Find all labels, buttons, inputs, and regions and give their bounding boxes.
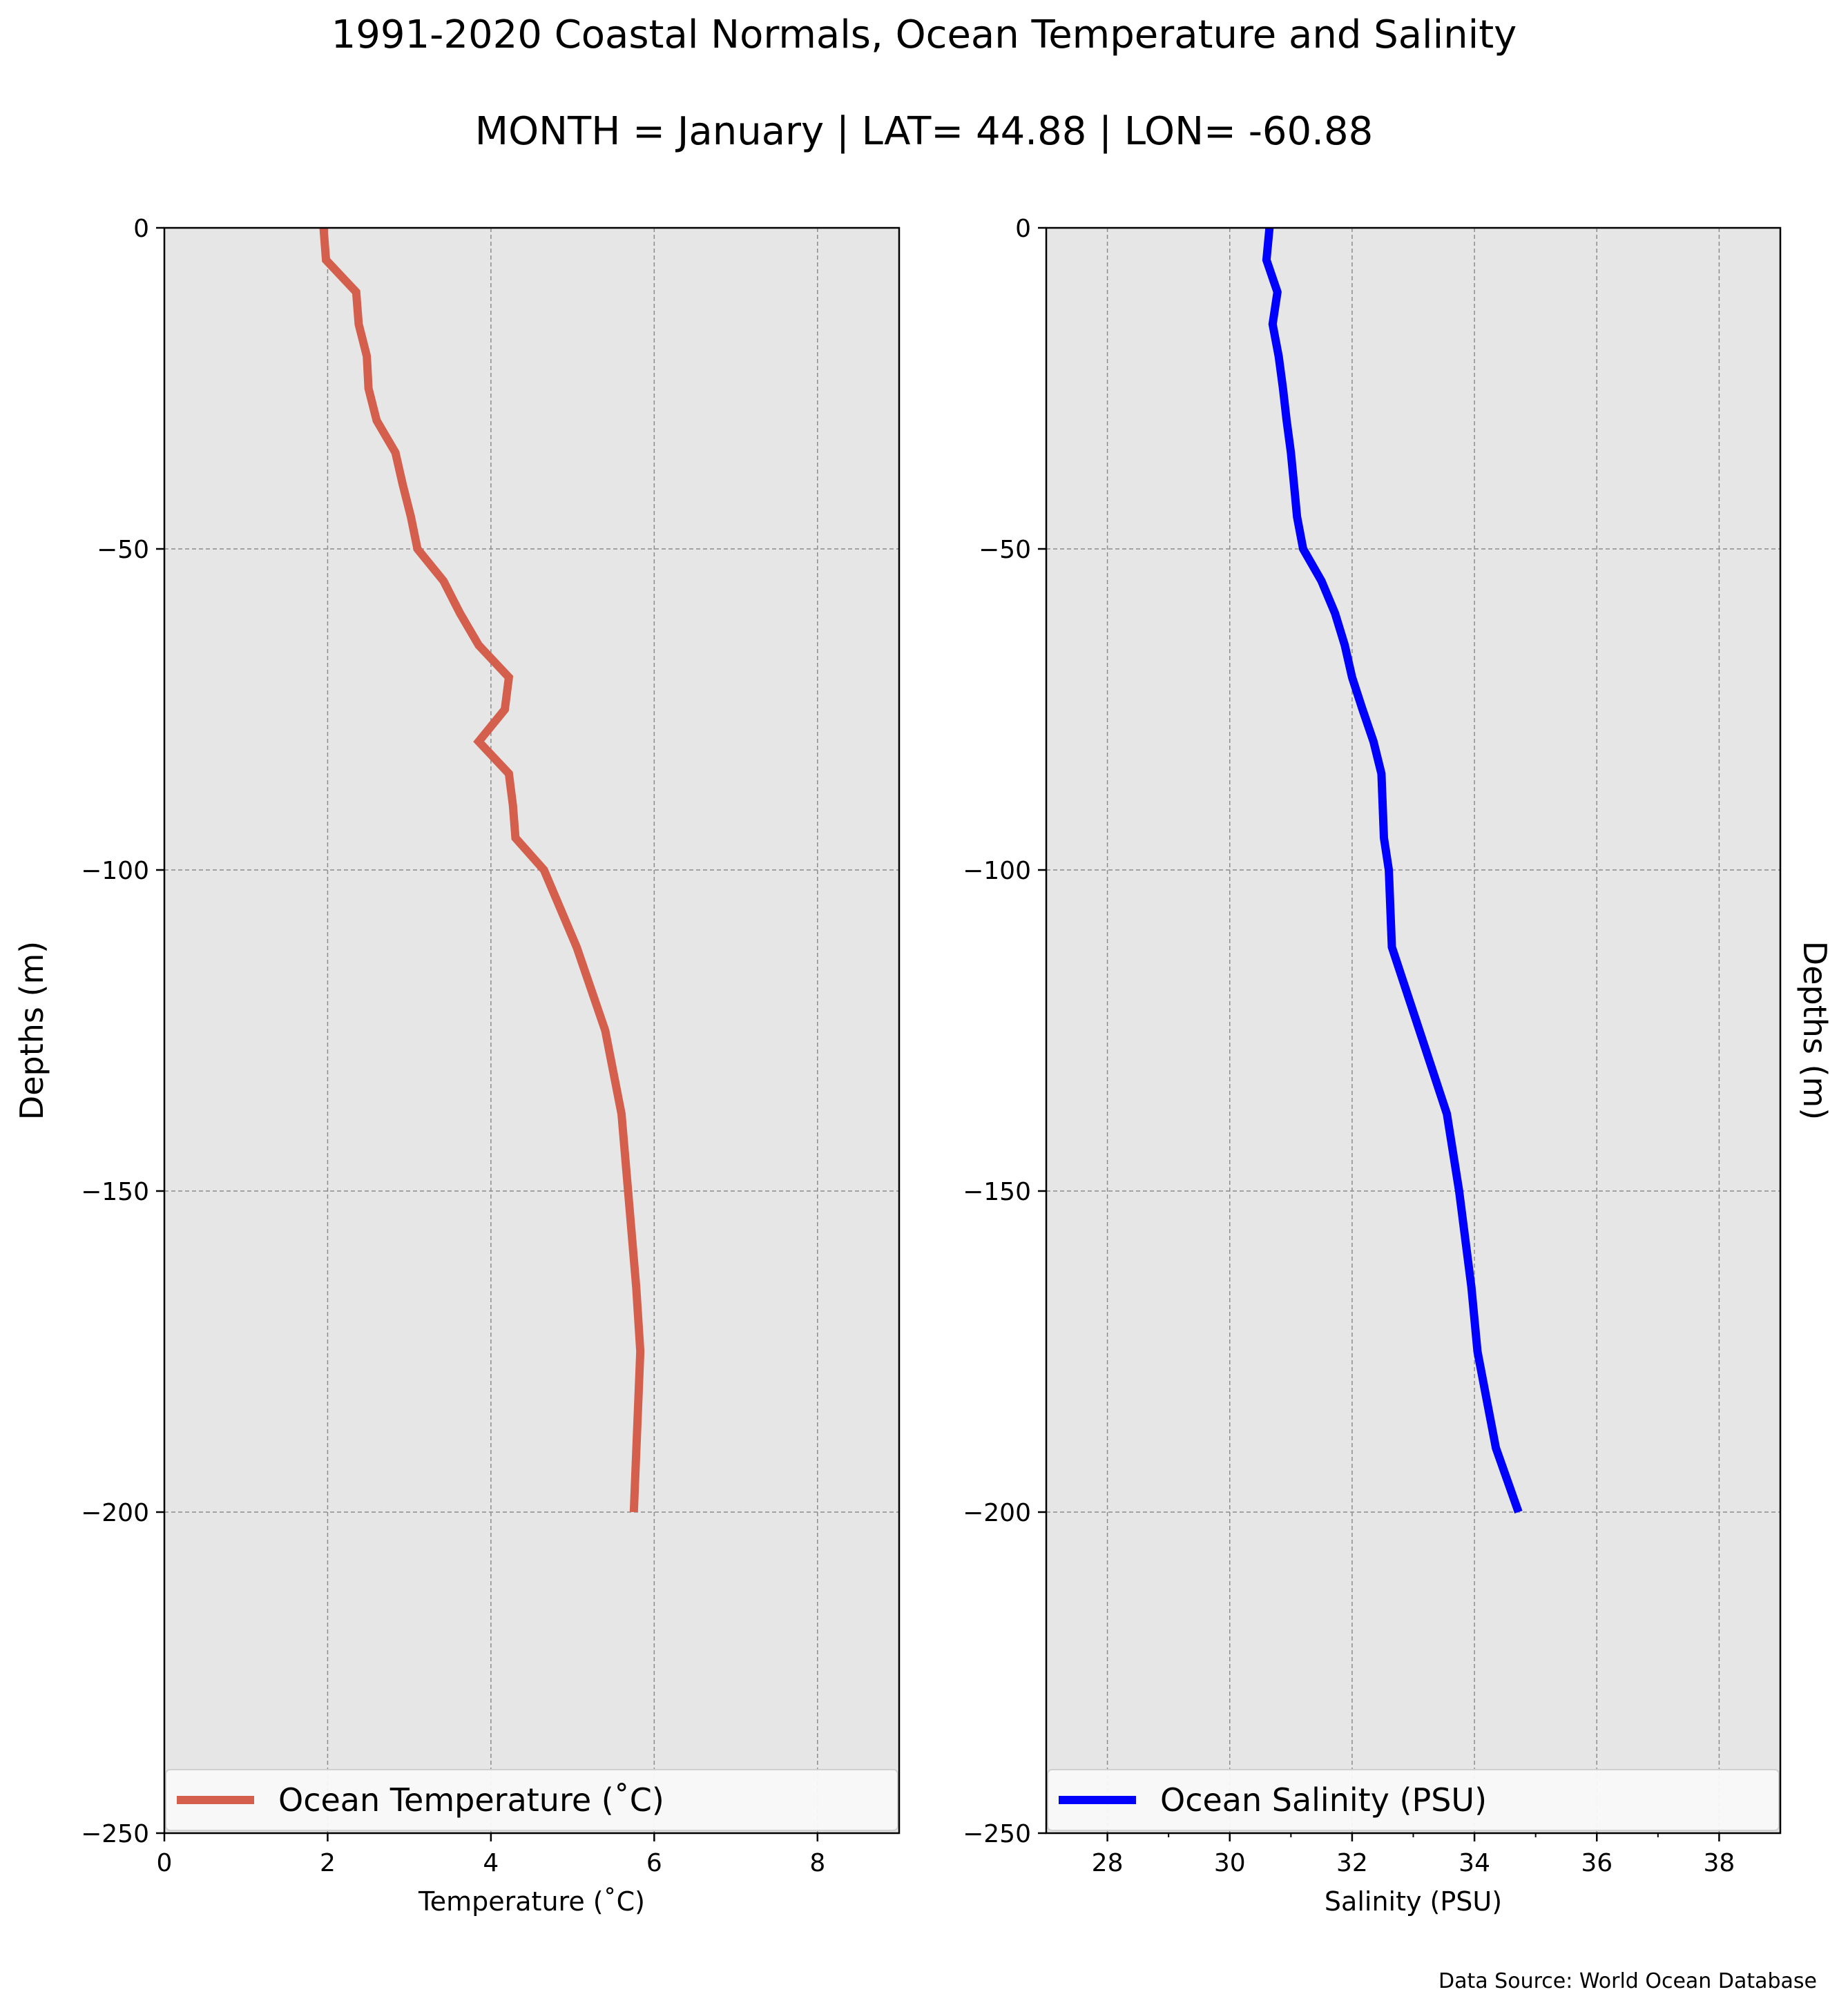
legend-box <box>165 1769 898 1831</box>
x-tick-label: 0 <box>157 1849 173 1877</box>
y-tick-label: −250 <box>963 1820 1031 1848</box>
x-tick-label: 4 <box>483 1849 499 1877</box>
y-tick-label: −250 <box>81 1820 149 1848</box>
salinity-axes: Ocean Salinity (PSU) 28 30 32 34 36 38 0 −50 −100… <box>963 215 1833 1917</box>
temperature-plot-area <box>164 228 899 1833</box>
legend-label: Ocean Salinity (PSU) <box>1160 1781 1487 1819</box>
x-axis-label: Temperature (˚C) <box>418 1886 645 1917</box>
y-tick-label: −150 <box>81 1178 149 1206</box>
y-tick-label: −200 <box>81 1499 149 1527</box>
x-tick-label: 30 <box>1214 1849 1246 1877</box>
x-tick-label: 36 <box>1581 1849 1613 1877</box>
x-tick-label: 6 <box>646 1849 662 1877</box>
legend-label: Ocean Temperature (˚C) <box>278 1781 664 1819</box>
y-tick-label: −50 <box>97 536 149 564</box>
y-tick-label: 0 <box>1015 215 1031 243</box>
y-tick-label: −100 <box>81 857 149 885</box>
chart-title: 1991-2020 Coastal Normals, Ocean Tempera… <box>331 12 1517 57</box>
x-tick-label: 32 <box>1336 1849 1368 1877</box>
legend-box <box>1047 1769 1780 1831</box>
y-tick-label: −50 <box>979 536 1031 564</box>
x-tick-label: 34 <box>1459 1849 1490 1877</box>
temperature-legend: Ocean Temperature (˚C) <box>165 1769 898 1831</box>
x-tick-label: 38 <box>1704 1849 1735 1877</box>
y-tick-label: −150 <box>963 1178 1031 1206</box>
temperature-series-line <box>319 227 645 1513</box>
y-axis-label: Depths (m) <box>1796 941 1833 1120</box>
y-tick-label: −100 <box>963 857 1031 885</box>
x-tick-label: 8 <box>809 1849 825 1877</box>
x-tick-label: 28 <box>1092 1849 1124 1877</box>
y-tick-label: 0 <box>133 215 149 243</box>
data-source-note: Data Source: World Ocean Database <box>1438 1969 1817 1993</box>
temperature-axes: Ocean Temperature (˚C) 0 2 4 6 8 0 −50 −100 −150 −… <box>13 215 901 1917</box>
x-tick-label: 2 <box>320 1849 336 1877</box>
chart-subtitle: MONTH = January | LAT= 44.88 | LON= -60.… <box>474 109 1374 154</box>
y-tick-label: −200 <box>963 1499 1031 1527</box>
x-axis-label: Salinity (PSU) <box>1325 1886 1502 1917</box>
salinity-series-line <box>1262 227 1523 1513</box>
salinity-legend: Ocean Salinity (PSU) <box>1047 1769 1780 1831</box>
y-axis-label: Depths (m) <box>13 941 50 1120</box>
temperature-axes-frame <box>163 226 901 1835</box>
salinity-plot-area <box>1046 228 1780 1833</box>
